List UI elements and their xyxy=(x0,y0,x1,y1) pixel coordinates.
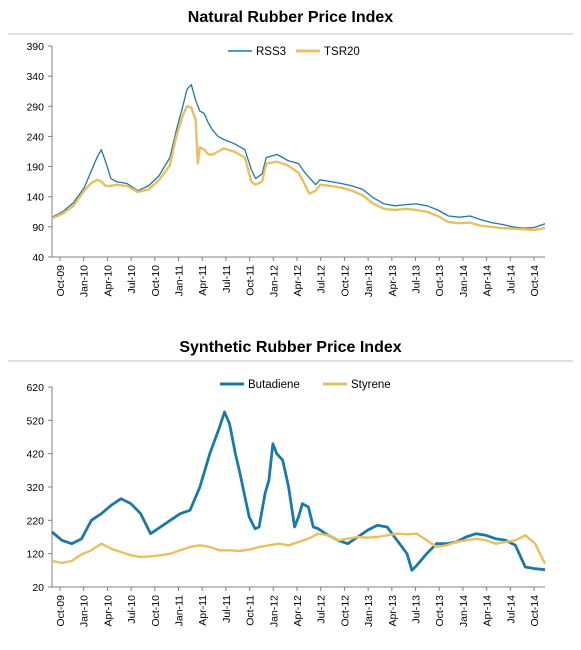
x-tick-label: Apr-13 xyxy=(387,595,399,627)
y-tick-label: 40 xyxy=(32,252,44,264)
x-tick-label: Apr-12 xyxy=(292,265,304,297)
y-tick-label: 190 xyxy=(26,162,44,174)
x-tick-label: Oct-14 xyxy=(529,595,541,627)
x-tick-label: Apr-10 xyxy=(102,265,114,297)
x-tick-label: Apr-12 xyxy=(292,595,304,627)
x-tick-label: Jul-11 xyxy=(221,595,233,623)
y-tick-label: 320 xyxy=(26,482,44,494)
x-tick-label: Jan-11 xyxy=(174,265,186,296)
y-tick-label: 140 xyxy=(26,192,44,204)
x-tick-label: Apr-14 xyxy=(482,595,494,627)
x-tick-label: Jul-13 xyxy=(411,265,423,294)
y-tick-label: 420 xyxy=(26,449,44,461)
y-tick-label: 20 xyxy=(32,582,44,594)
x-tick-label: Oct-12 xyxy=(339,265,351,297)
x-tick-label: Jul-12 xyxy=(316,595,328,624)
x-tick-label: Jan-10 xyxy=(79,595,91,627)
x-tick-label: Jan-14 xyxy=(458,265,470,297)
x-tick-label: Jul-13 xyxy=(411,595,423,624)
series-line-rss3 xyxy=(51,83,546,229)
x-tick-label: Apr-14 xyxy=(482,265,494,297)
x-tick-label: Jul-10 xyxy=(126,265,138,294)
chart-2: Synthetic Rubber Price Index 20 120 220 320 4… xyxy=(8,339,573,627)
chart-1: Natural Rubber Price Index 40 90 140 190 240 2… xyxy=(8,9,573,297)
x-tick-label: Jul-14 xyxy=(505,595,517,624)
x-tick-label: Jul-12 xyxy=(316,265,328,294)
chart-title: Natural Rubber Price Index xyxy=(188,9,393,26)
series-line-butadiene xyxy=(51,410,546,572)
series-line-styrene xyxy=(51,532,547,565)
x-tick-label: Jul-10 xyxy=(126,595,138,624)
x-tick-label: Oct-13 xyxy=(434,595,446,627)
y-tick-label: 240 xyxy=(26,131,44,143)
x-tick-label: Oct-13 xyxy=(434,265,446,297)
x-tick-label: Jan-12 xyxy=(268,595,280,627)
y-tick-label: 620 xyxy=(26,382,44,394)
y-tick-label: 220 xyxy=(26,515,44,527)
x-tick-label: Oct-12 xyxy=(339,595,351,627)
y-tick-label: 520 xyxy=(26,415,44,427)
legend-label: RSS3 xyxy=(256,46,286,58)
x-tick-label: Oct-10 xyxy=(150,595,162,627)
y-tick-label: 340 xyxy=(26,71,44,83)
x-tick-label: Oct-09 xyxy=(55,595,67,627)
x-tick-label: Jan-13 xyxy=(363,265,375,297)
x-tick-label: Jan-12 xyxy=(268,265,280,297)
x-tick-label: Jan-14 xyxy=(458,595,470,627)
x-tick-label: Oct-11 xyxy=(245,265,257,296)
x-tick-label: Jan-10 xyxy=(79,265,91,297)
x-tick-label: Oct-10 xyxy=(150,265,162,297)
y-tick-label: 290 xyxy=(26,101,44,113)
legend-label: Butadiene xyxy=(248,379,300,391)
y-tick-label: 120 xyxy=(26,549,44,561)
y-tick-label: 390 xyxy=(26,41,44,53)
x-tick-label: Apr-11 xyxy=(197,265,209,296)
x-tick-label: Oct-09 xyxy=(55,265,67,297)
x-tick-label: Apr-11 xyxy=(197,595,209,626)
x-tick-label: Jan-11 xyxy=(174,595,186,626)
y-tick-label: 90 xyxy=(32,222,44,234)
x-tick-label: Oct-11 xyxy=(245,595,257,626)
x-tick-label: Jan-13 xyxy=(363,595,375,627)
x-tick-label: Oct-14 xyxy=(529,265,541,297)
series-line-tsr20 xyxy=(51,105,546,232)
legend-label: Styrene xyxy=(351,379,391,391)
x-tick-label: Apr-10 xyxy=(102,595,114,627)
x-tick-label: Apr-13 xyxy=(387,265,399,297)
x-tick-label: Jul-11 xyxy=(221,265,233,293)
x-tick-label: Jul-14 xyxy=(505,265,517,294)
chart-title: Synthetic Rubber Price Index xyxy=(179,339,401,356)
legend-label: TSR20 xyxy=(324,46,360,58)
